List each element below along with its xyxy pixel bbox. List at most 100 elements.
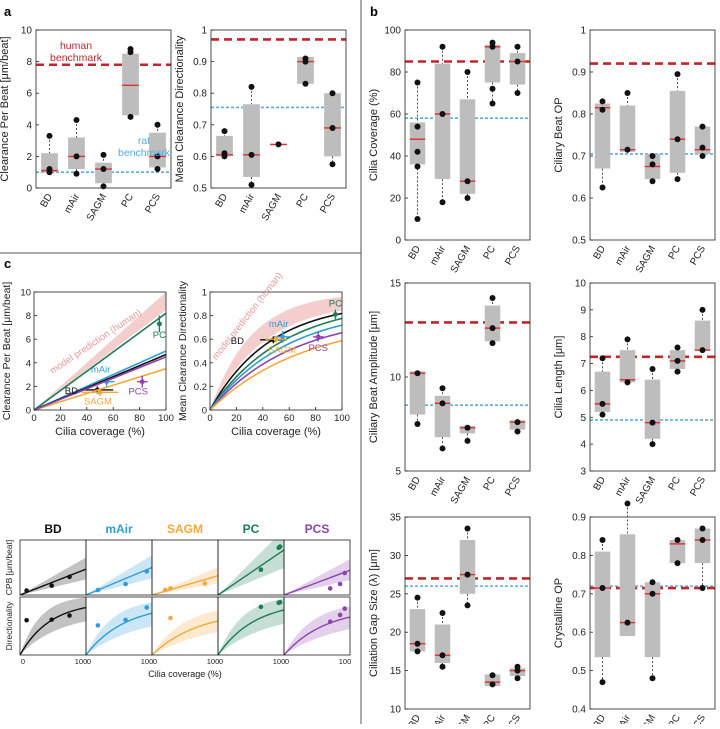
c1-model-band	[34, 292, 166, 410]
c3-dir-band-BD	[20, 597, 86, 655]
b1-ytick-label: 100	[384, 26, 401, 37]
b3-box-PC	[484, 305, 501, 342]
a2-data-point	[302, 80, 309, 87]
b1-box-BD	[409, 122, 426, 165]
b5-ytick-label: 30	[390, 551, 402, 562]
c3-xlabel: Cilia coverage (%)	[148, 669, 222, 679]
a1-data-point	[73, 117, 80, 124]
b3-data-point	[464, 424, 471, 431]
b6-data-point	[599, 585, 606, 592]
b4-ytick-label: 4	[580, 440, 586, 451]
a2-ytick-label: 1	[201, 26, 207, 37]
c3-xtick-label-mAir: 100	[141, 657, 154, 666]
a1-data-point	[154, 121, 161, 128]
c2-series-line-PC	[209, 317, 343, 411]
b5-ytick-label: 25	[390, 589, 402, 600]
panel-label-c: c	[4, 256, 11, 271]
c3-dir-point-BD	[49, 617, 54, 622]
c2-mean-point-SAGM	[274, 337, 278, 342]
b5-axes-frame	[404, 516, 531, 710]
c1-series-line-PCS	[33, 356, 167, 411]
c2-chart: 0 20 40 60 80 100 0 0.2 0.4 0.6 0.8 1 Cilia coverage…	[177, 271, 350, 438]
c3-cpb-line-BD	[19, 568, 87, 596]
b5-data-point	[414, 640, 421, 647]
b1-box-PC	[484, 44, 501, 83]
c3-dir-point-PC	[258, 604, 264, 610]
b6-ytick-label: 0.7	[572, 589, 586, 600]
c1-ytick-label: 2	[26, 382, 31, 393]
c1-chart: 0 20 40 60 80 100 0 2 4 6 8 10 Cilia coverage (%) Cle…	[1, 282, 174, 438]
c3-cpb-line-SAGM	[151, 575, 219, 596]
b4-xtick-label-BD: BD	[592, 475, 608, 493]
c2-xtick-label: 80	[310, 413, 321, 424]
b6-ylabel: Crystalline OP	[553, 578, 565, 648]
b6-data-point	[624, 619, 631, 626]
b6-data-point	[649, 590, 656, 597]
c3-group-title-mAir: mAir	[105, 522, 133, 536]
b2-data-point	[699, 144, 706, 151]
b4-chart: 3 4 5 6 7 8 9 10 BD mAir SAGM PC PCS Cilia Length [μm…	[553, 279, 716, 506]
c1-mean-point-SAGM	[98, 390, 102, 395]
a1-ytick-label: 6	[26, 89, 32, 100]
c1-xtick-label: 80	[134, 413, 145, 424]
c1-xtick-label: 0	[31, 413, 36, 424]
c2-series-label-PC: PC	[329, 298, 342, 309]
b1-data-point	[414, 148, 421, 155]
c3-xtick-label-PC: 100	[273, 657, 286, 666]
c3-cpb-point-mAir	[144, 569, 150, 574]
b1-data-point	[464, 195, 471, 201]
a1-data-point	[73, 153, 80, 160]
b2-data-point	[649, 161, 656, 168]
c3-xtick-label-BD: 0	[21, 657, 25, 666]
c2-series-label-SAGM: SAGM	[268, 345, 296, 356]
b2-ytick-label: 0.6	[572, 194, 586, 205]
b1-box-PCS	[509, 53, 526, 85]
c3-cpb-point-SAGM	[162, 587, 168, 593]
b6-data-point	[699, 525, 706, 532]
b4-ytick-label: 8	[580, 332, 586, 343]
a2-xtick-label-SAGM: SAGM	[260, 192, 284, 223]
c2-ytick-label: 0.2	[194, 382, 207, 393]
b5-xtick-label-SAGM: SAGM	[449, 713, 473, 724]
a1-ytick-label: 0	[26, 184, 32, 195]
b2-data-point	[674, 176, 681, 183]
b1-data-point	[464, 69, 471, 75]
b3-box-BD	[409, 371, 426, 415]
b6-ytick-label: 0.4	[572, 705, 586, 716]
a1-human-annotation-line1: human	[60, 40, 92, 52]
b1-xtick-label-mAir: mAir	[428, 243, 448, 267]
b1-data-point	[489, 100, 496, 107]
b3-data-point	[489, 295, 496, 302]
c3-cpb-band-mAir	[86, 555, 152, 595]
b1-data-point	[489, 39, 496, 46]
c3-cpb-band-PC	[218, 540, 284, 595]
b1-data-point	[439, 43, 446, 50]
c3-dir-line-mAir	[85, 612, 153, 656]
c2-series-label-mAir: mAir	[269, 319, 289, 330]
c1-xtick-label: 20	[55, 413, 66, 424]
a1-data-point	[154, 153, 161, 160]
b4-data-point	[624, 379, 631, 386]
b4-ytick-label: 9	[580, 305, 586, 316]
c3-xtick-label-PCS: 100	[339, 657, 352, 666]
c1-ytick-label: 10	[20, 288, 31, 299]
b6-data-point	[699, 537, 706, 544]
b2-xtick-label-BD: BD	[592, 244, 608, 262]
b1-ytick-label: 20	[390, 194, 402, 205]
a2-data-point	[275, 141, 282, 148]
c3-row-label-dir: Directionality	[4, 601, 14, 650]
a1-data-point	[100, 151, 107, 158]
b2-ytick-label: 0.5	[572, 236, 586, 247]
b1-box-SAGM	[459, 99, 476, 194]
a1-data-point	[127, 45, 134, 52]
c3-row-label-cpb: CPB [μm/beat]	[4, 540, 14, 595]
b3-xtick-label-PC: PC	[482, 475, 498, 493]
a1-rat-annotation-line2: benchmark	[118, 147, 171, 159]
b5-data-point	[414, 648, 421, 655]
b2-box-mAir	[619, 105, 636, 152]
a2-axes-frame	[210, 29, 347, 189]
b4-ytick-label: 5	[580, 413, 586, 424]
c1-series-line-PC	[33, 312, 167, 411]
